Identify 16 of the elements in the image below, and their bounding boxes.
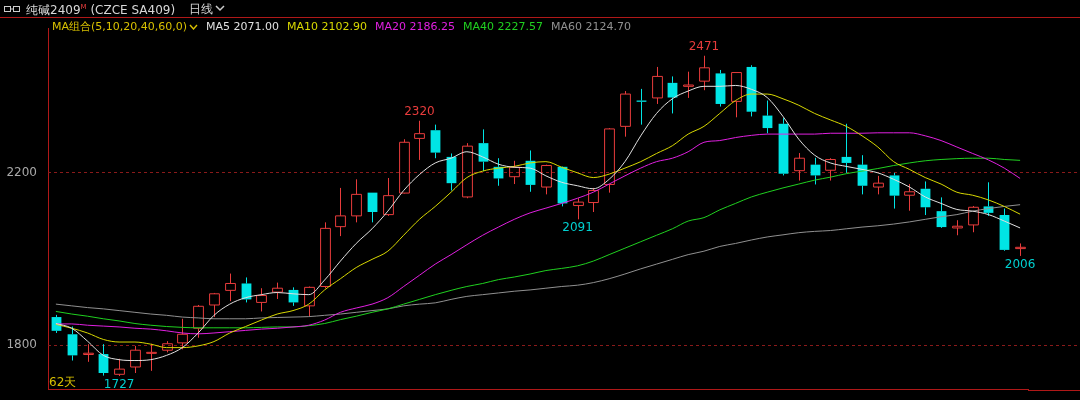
text: MA60 2124.70 <box>551 20 632 33</box>
legend-title: MA组合(5,10,20,40,60,0) <box>52 19 188 34</box>
annotation: 2471 <box>688 38 720 53</box>
annotation: 2006 <box>1004 257 1036 272</box>
annotation: 1727 <box>103 377 135 392</box>
annotation: 62天 <box>49 374 77 389</box>
annotation: 2320 <box>404 103 435 118</box>
text: MA10 2102.90 <box>287 20 368 33</box>
y-tick-label: 1800 <box>6 336 37 351</box>
text: MA40 2227.57 <box>463 20 544 33</box>
annotation: 2091 <box>562 220 593 235</box>
chart-subtitle: 日线 <box>189 0 214 17</box>
chart-title: 纯碱2409$^{M}$ (CZCE SA409) <box>26 2 176 18</box>
text: MA20 2186.25 <box>375 20 456 33</box>
text: MA5 2071.00 <box>206 20 280 33</box>
y-tick-label: 2200 <box>6 164 37 179</box>
